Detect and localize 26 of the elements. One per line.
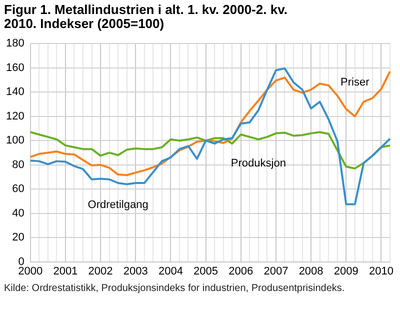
x-tick-label: 2003 — [123, 265, 148, 278]
y-tick-label: 180 — [6, 38, 24, 50]
y-tick-label: 60 — [12, 183, 24, 196]
x-tick-label: 2000 — [18, 265, 43, 278]
x-tick-label: 2009 — [334, 265, 358, 278]
x-tick-label: 2008 — [298, 265, 324, 278]
x-tick-label: 2007 — [264, 265, 288, 278]
y-tick-label: 100 — [6, 134, 24, 147]
y-tick-label: 40 — [12, 207, 24, 220]
chart-title: Figur 1. Metallindustrien i alt. 1. kv. 2000-2. kv. 2010. Indekser (2005=100) — [3, 1, 288, 31]
text: Kilde: Ordrestatistikk, Produksjonsindeks for industrien, Produsentprisindeks. — [3, 282, 346, 296]
y-tick-label: 140 — [6, 86, 24, 98]
series-label: Priser — [340, 76, 370, 88]
y-tick-label: 120 — [6, 110, 24, 122]
x-tick-label: 2010 — [368, 265, 394, 278]
series-label: Ordretilgang — [88, 199, 148, 212]
y-tick-label: 0 — [18, 256, 24, 268]
x-tick-label: 2002 — [88, 265, 113, 278]
x-tick-label: 2006 — [228, 265, 254, 278]
x-tick-label: 2005 — [194, 265, 218, 278]
y-tick-label: 20 — [12, 232, 24, 244]
y-tick-label: 80 — [12, 158, 24, 171]
x-tick-label: 2004 — [158, 265, 183, 278]
y-tick-label: 160 — [6, 62, 24, 74]
series-label: Produksjon — [230, 157, 286, 170]
x-tick-label: 2001 — [53, 265, 78, 278]
